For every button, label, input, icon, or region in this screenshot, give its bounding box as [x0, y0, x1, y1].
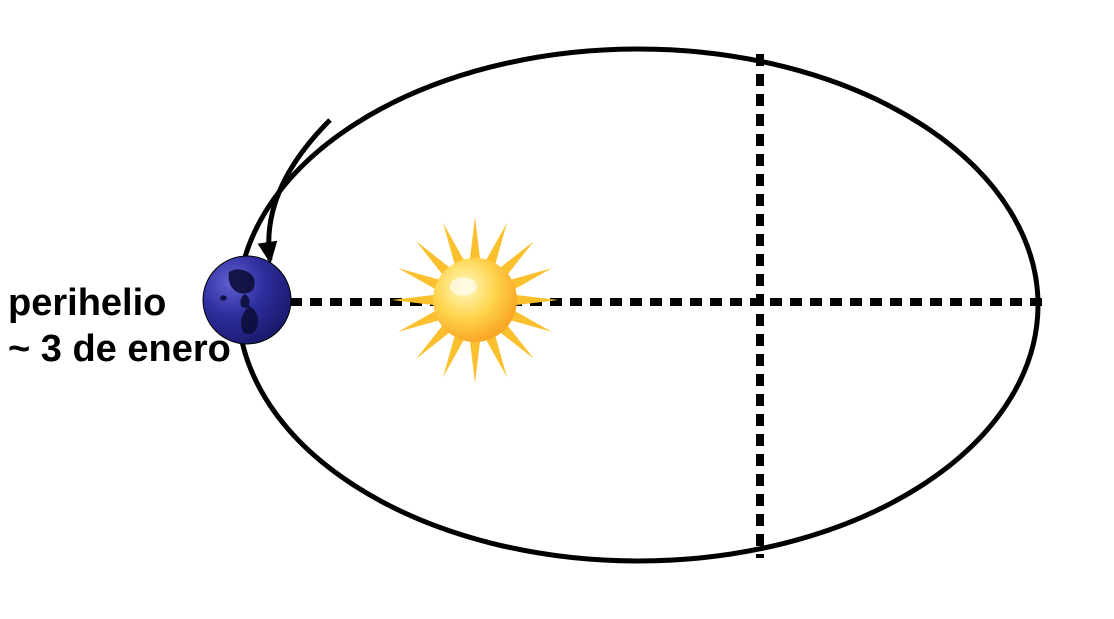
perihelion-label: perihelio ~ 3 de enero — [8, 281, 231, 372]
sun-core — [433, 258, 517, 342]
sun-highlight — [450, 277, 477, 295]
sun-icon — [390, 215, 560, 385]
motion-arrow — [269, 120, 330, 260]
perihelion-label-line1: perihelio — [8, 281, 231, 327]
perihelion-label-line2: ~ 3 de enero — [8, 327, 231, 373]
perihelion-diagram: perihelio ~ 3 de enero — [0, 0, 1114, 619]
